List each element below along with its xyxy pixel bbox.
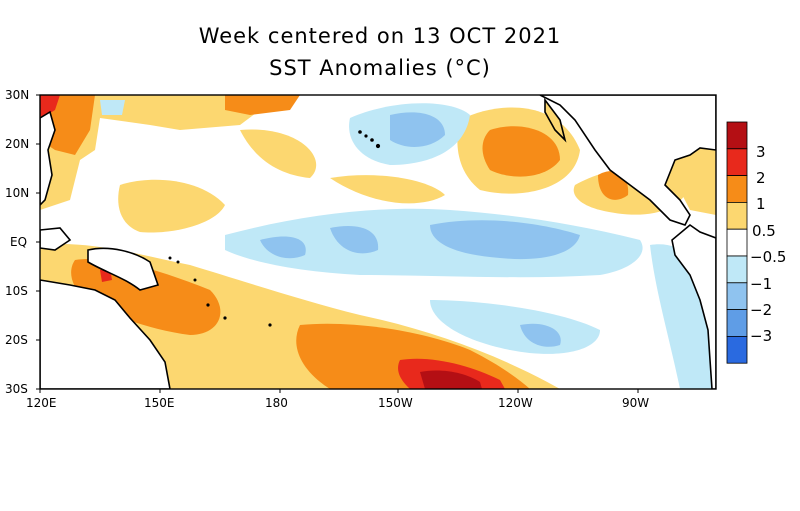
colorbar	[726, 121, 748, 364]
lat-label: 30S	[5, 382, 28, 396]
colorbar-label: 1	[756, 195, 766, 213]
lon-label: 150W	[378, 396, 413, 410]
land-philippines	[40, 110, 56, 207]
lat-label: 10N	[5, 186, 29, 200]
colorbar-label: 3	[756, 143, 766, 161]
lat-label: 20S	[5, 333, 28, 347]
very-strong-warm-regions	[420, 370, 482, 389]
land-new-guinea	[87, 247, 160, 291]
latitude-ticks	[36, 94, 40, 390]
longitude-ticks	[39, 389, 639, 393]
lat-label: EQ	[10, 235, 27, 249]
colorbar-swatch	[726, 228, 748, 257]
land-indonesia	[40, 227, 72, 251]
lon-label: 90W	[622, 396, 649, 410]
lat-label: 10S	[5, 284, 28, 298]
lon-label: 120W	[498, 396, 533, 410]
map-subtitle: SST Anomalies (°C)	[269, 56, 491, 80]
moderate-cool-regions	[260, 112, 580, 347]
pacific-islands	[168, 130, 381, 327]
land-baja	[544, 97, 567, 143]
colorbar-swatch	[726, 175, 748, 203]
colorbar-labels: 3 2 1 0.5 −0.5 −1 −2 −3	[750, 143, 786, 345]
map-title: Week centered on 13 OCT 2021	[198, 24, 562, 48]
colorbar-swatch	[726, 121, 748, 150]
colorbar-label: −3	[750, 327, 772, 345]
anomaly-field	[40, 95, 716, 389]
land-masses	[40, 95, 716, 389]
colorbar-label: −1	[750, 275, 772, 293]
latitude-axis: 30N 20N 10N EQ 10S 20S 30S	[5, 88, 29, 396]
lat-label: 30N	[5, 88, 29, 102]
lon-label: 120E	[26, 396, 57, 410]
lon-label: 150E	[144, 396, 175, 410]
lat-label: 20N	[5, 137, 29, 151]
colorbar-label: −2	[750, 301, 772, 319]
colorbar-label: 0.5	[752, 222, 776, 240]
colorbar-swatch	[726, 282, 748, 310]
land-south-america	[671, 223, 716, 389]
colorbar-label: 2	[756, 169, 766, 187]
colorbar-swatch	[726, 255, 748, 284]
colorbar-label: −0.5	[750, 248, 786, 266]
colorbar-swatch	[726, 201, 748, 230]
colorbar-swatch	[726, 309, 748, 337]
land-north-america	[539, 95, 716, 226]
lon-label: 180	[265, 396, 288, 410]
colorbar-swatch	[726, 335, 748, 364]
colorbar-swatch	[726, 148, 748, 177]
land-australia	[40, 279, 171, 389]
longitude-axis: 120E 150E 180 150W 120W 90W	[26, 396, 649, 410]
